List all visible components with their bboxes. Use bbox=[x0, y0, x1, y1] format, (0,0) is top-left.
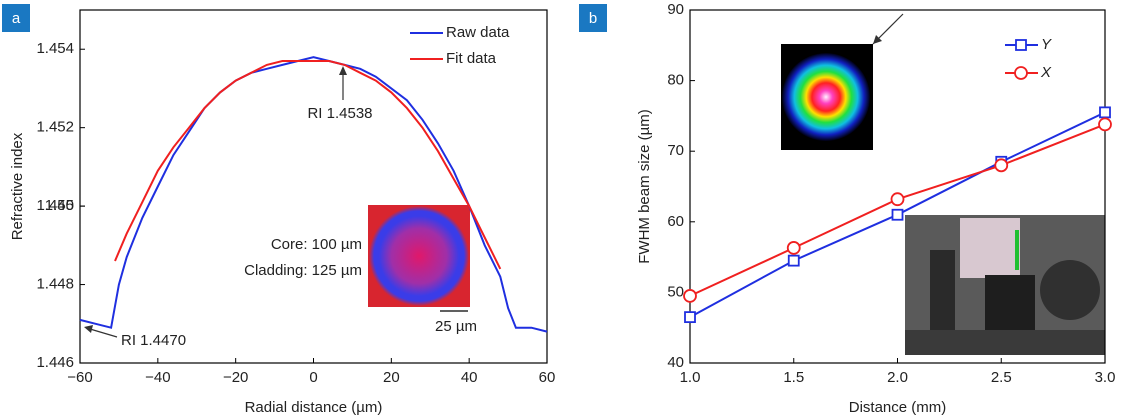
marker bbox=[786, 241, 801, 255]
x-tick-label: 3.0 bbox=[1095, 369, 1116, 386]
x-tick-label: 40 bbox=[461, 369, 478, 386]
x-axis-label: Radial distance (µm) bbox=[245, 399, 383, 416]
y-tick-label: 80 bbox=[667, 72, 684, 89]
y-tick-label: 1.45 bbox=[45, 197, 74, 214]
panel-label: b bbox=[589, 10, 597, 27]
panel-label-box bbox=[2, 4, 30, 32]
legend-label: Raw data bbox=[446, 24, 510, 41]
inset-photo bbox=[905, 215, 1105, 355]
arrowhead bbox=[339, 66, 347, 75]
arrowhead bbox=[84, 325, 93, 333]
legend-label: Y bbox=[1041, 36, 1052, 53]
legend-label: Fit data bbox=[446, 50, 497, 67]
marker bbox=[994, 158, 1009, 173]
marker bbox=[890, 192, 905, 207]
marker bbox=[683, 289, 697, 303]
annotation: Core: 100 µm bbox=[271, 236, 362, 253]
y-tick-label: 90 bbox=[667, 1, 684, 18]
panel-label: a bbox=[12, 10, 21, 27]
panel-label-box bbox=[579, 4, 607, 32]
annotation: RI 1.4538 bbox=[307, 105, 372, 122]
data-line bbox=[79, 56, 548, 333]
annotation: RI 1.4470 bbox=[121, 332, 186, 349]
annotation: Cladding: 125 µm bbox=[244, 262, 362, 279]
y-axis-label: FWHM beam size (µm) bbox=[636, 109, 653, 263]
x-tick-label: −60 bbox=[67, 369, 92, 386]
y-tick-label: 1.454 bbox=[36, 40, 74, 57]
y-tick-label: 1.448 bbox=[36, 276, 74, 293]
marker bbox=[891, 208, 904, 221]
x-tick-label: 2.0 bbox=[887, 369, 908, 386]
marker bbox=[787, 254, 800, 267]
marker bbox=[684, 311, 696, 324]
x-tick-label: 1.5 bbox=[783, 369, 804, 386]
y-tick-label: 60 bbox=[667, 213, 684, 230]
inset-beam-spot bbox=[782, 53, 870, 141]
pointer bbox=[89, 328, 118, 338]
legend-marker bbox=[1015, 39, 1027, 51]
y-tick-label: 40 bbox=[667, 354, 684, 371]
y-axis-label: Refractive index bbox=[9, 132, 26, 240]
y-tick-label: 70 bbox=[667, 142, 684, 159]
y-tick-label: 1.452 bbox=[36, 119, 74, 136]
legend-marker bbox=[1014, 66, 1028, 80]
marker bbox=[1099, 106, 1111, 119]
x-tick-label: 1.0 bbox=[680, 369, 701, 386]
y-tick-label: 1.450 bbox=[36, 197, 74, 214]
x-tick-label: 60 bbox=[539, 369, 556, 386]
legend-label: X bbox=[1040, 64, 1052, 81]
x-tick-label: −40 bbox=[145, 369, 170, 386]
arrowhead bbox=[873, 35, 882, 44]
y-tick-label: 50 bbox=[667, 283, 684, 300]
y-tick-label: 1.446 bbox=[36, 354, 74, 371]
annotation: 25 µm bbox=[435, 318, 477, 335]
x-tick-label: 2.5 bbox=[991, 369, 1012, 386]
data-line bbox=[114, 60, 502, 270]
x-tick-label: 20 bbox=[383, 369, 400, 386]
x-axis-label: Distance (mm) bbox=[849, 399, 947, 416]
marker bbox=[1098, 117, 1112, 132]
x-tick-label: −20 bbox=[223, 369, 248, 386]
x-tick-label: 0 bbox=[309, 369, 317, 386]
inset-fiber-core bbox=[369, 206, 469, 306]
